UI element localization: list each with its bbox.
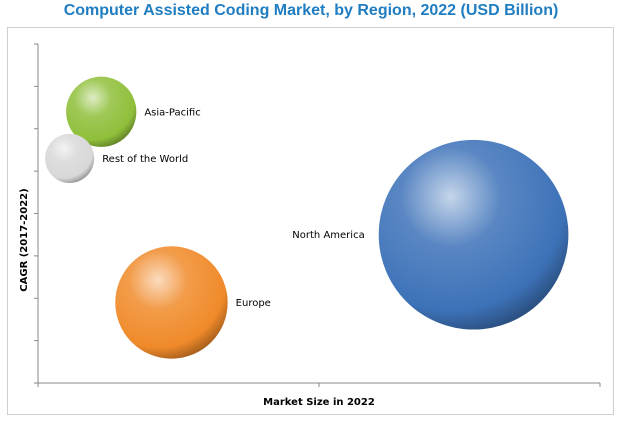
bubbles [45,76,569,359]
bubble-label: Europe [236,298,271,309]
bubble-labels: Asia-Pacific Rest of the World North Ameri… [102,107,365,309]
bubble-asia-pacific [66,76,137,147]
axis-ticks [34,43,601,387]
chart-title: Computer Assisted Coding Market, by Regi… [63,2,559,19]
x-axis-title: Market Size in 2022 [263,397,375,408]
bubble-rest-of-the-world [45,133,95,184]
chart-frame [7,27,614,415]
bubble-europe [115,246,228,359]
bubble-label: Asia-Pacific [144,107,200,118]
bubble-label: Rest of the World [102,154,188,165]
bubble-label: North America [292,230,364,241]
y-axis-title: CAGR (2017-2022) [19,188,30,291]
bubble-north-america [378,139,569,330]
